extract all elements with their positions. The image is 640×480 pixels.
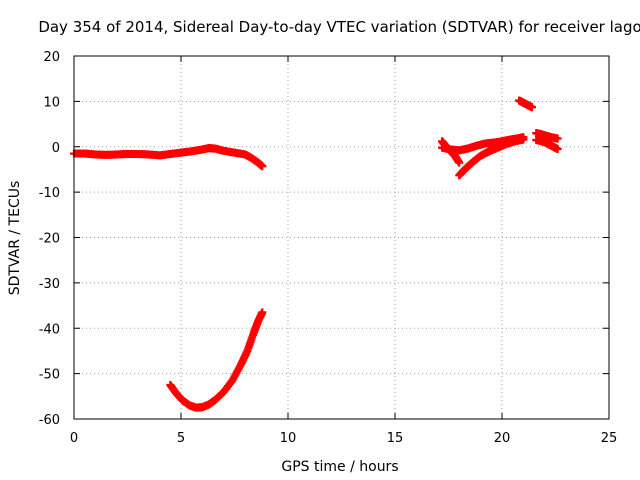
data-point bbox=[258, 162, 267, 171]
data-point bbox=[258, 308, 267, 317]
data-point bbox=[553, 145, 562, 154]
y-axis-label: SDTVAR / TECUs bbox=[7, 181, 23, 296]
y-tick-label: 20 bbox=[43, 50, 60, 65]
x-tick-label: 20 bbox=[494, 431, 511, 446]
y-tick-label: -60 bbox=[39, 413, 60, 428]
data-point bbox=[455, 158, 464, 167]
x-tick-label: 5 bbox=[177, 431, 185, 446]
data-point bbox=[519, 135, 528, 144]
y-tick-label: -40 bbox=[39, 322, 60, 337]
y-tick-label: -30 bbox=[39, 277, 60, 292]
data-points bbox=[70, 96, 562, 412]
x-tick-label: 10 bbox=[280, 431, 297, 446]
axis-ticks: 0 5 10 15 20 25 -60 -50 -40 -30 -20 -10 0 10 20 bbox=[39, 50, 618, 446]
x-tick-label: 25 bbox=[601, 431, 618, 446]
data-point bbox=[527, 103, 536, 112]
series-arc-1 bbox=[70, 144, 267, 171]
series-arc-5 bbox=[455, 135, 528, 180]
series-arc-2 bbox=[166, 308, 267, 412]
y-tick-label: -50 bbox=[39, 368, 60, 383]
series-arc-8 bbox=[532, 135, 562, 154]
y-tick-label: 0 bbox=[52, 141, 60, 156]
y-tick-label: 10 bbox=[43, 95, 60, 110]
y-tick-label: -20 bbox=[39, 232, 60, 247]
x-axis-label: GPS time / hours bbox=[281, 459, 398, 475]
x-tick-label: 0 bbox=[70, 431, 78, 446]
data-point bbox=[553, 134, 562, 143]
series-arc-6 bbox=[515, 96, 536, 112]
x-tick-label: 15 bbox=[387, 431, 404, 446]
chart-title: Day 354 of 2014, Sidereal Day-to-day VTE… bbox=[38, 18, 640, 36]
series-arc-7 bbox=[532, 129, 562, 143]
grid bbox=[74, 56, 609, 419]
y-tick-label: -10 bbox=[39, 186, 60, 201]
